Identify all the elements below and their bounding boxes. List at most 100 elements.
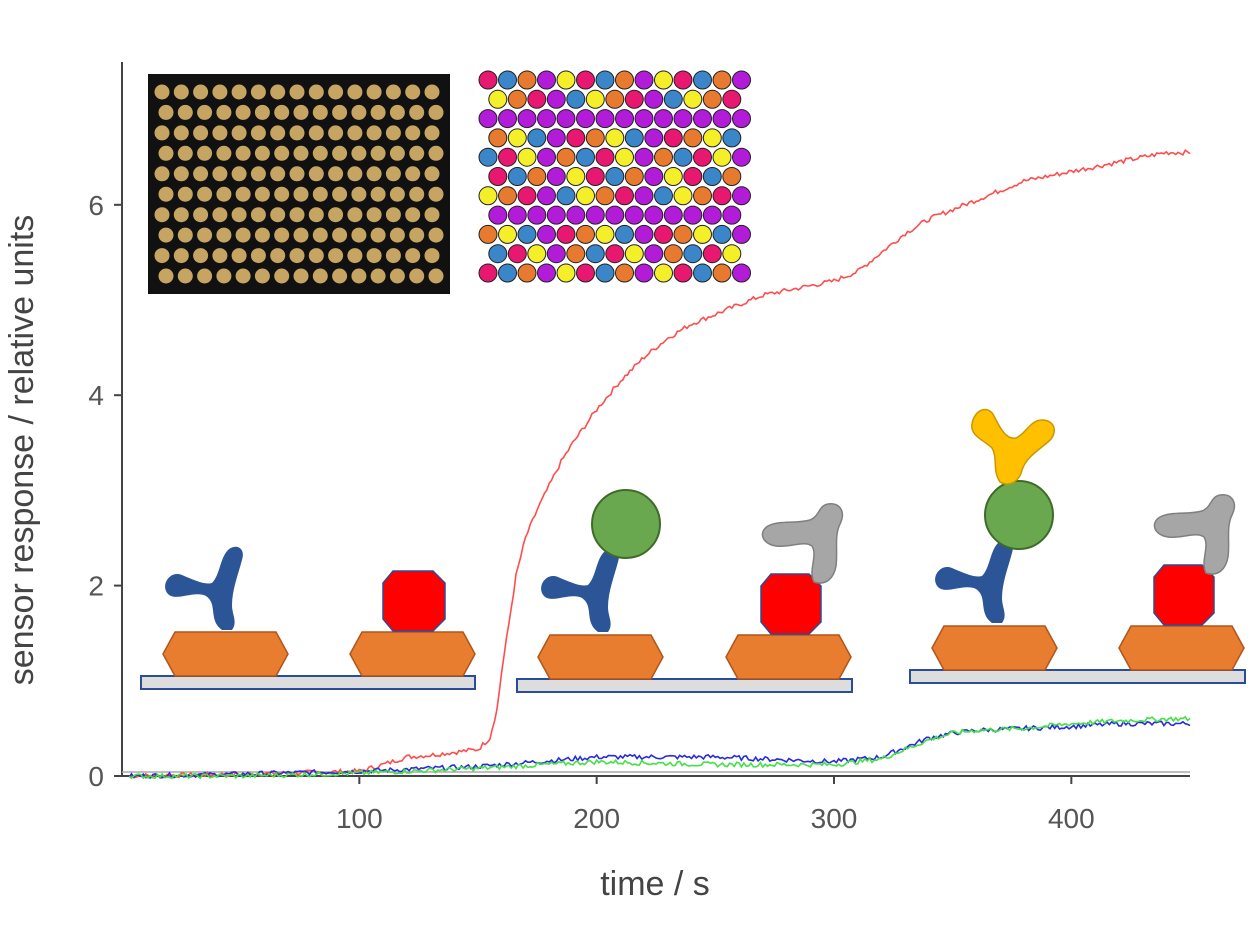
photo-spot [212,248,228,264]
array-spot [683,167,703,186]
array-spot [488,167,508,186]
array-spot [527,167,547,186]
linker-block [1118,625,1245,671]
photo-spot [312,186,328,202]
array-spot [566,89,586,109]
photo-spot [216,145,232,161]
photo-spot [424,166,440,182]
array-spot [556,263,576,283]
array-spot [546,128,566,148]
photo-spot [173,207,189,223]
photo-spot [154,207,170,223]
array-spot [624,128,644,148]
array-spot [654,224,673,244]
array-spot [566,244,586,264]
photo-spot [424,207,440,223]
array-spot [537,109,556,129]
photo-spot [154,125,170,141]
array-spot [673,263,693,283]
photo-spot [158,227,174,243]
photo-spot [197,104,213,120]
photo-spot [409,268,425,284]
photo-spot [270,248,286,264]
array-spot [478,147,498,167]
array-spot [732,186,751,206]
capture-antibody-icon [165,546,243,630]
photo-spot [177,104,193,120]
array-spot [663,128,683,148]
photo-spot [312,145,328,161]
photo-spot [389,145,405,161]
photo-spot [235,268,251,284]
array-spot [605,244,625,264]
array-spot [654,186,673,206]
array-spot [644,89,664,109]
photo-spot [158,186,174,202]
array-spot [498,109,517,129]
array-spot [537,186,556,206]
photo-spot [250,207,266,223]
x-tick-label: 100 [336,803,383,834]
array-spot [556,186,576,206]
array-spot [488,244,508,264]
photo-spot [254,227,270,243]
array-spot [624,244,644,264]
interferent-protein-icon [1153,494,1236,575]
detection-antibody-icon [971,408,1055,485]
array-spot [546,89,566,109]
photo-spot [231,166,247,182]
array-spot [693,263,712,283]
array-spot [566,167,586,186]
array-spot [732,147,751,167]
array-spot [576,147,595,167]
photo-spot [289,207,305,223]
array-spot [702,89,722,109]
photo-spot [366,84,382,100]
array-spot [654,109,673,129]
photo-spot [254,186,270,202]
photo-spot [366,248,382,264]
photo-spot [231,84,247,100]
photo-spot [385,166,401,182]
photo-spot [274,145,290,161]
array-spot [683,244,703,264]
array-spot [663,167,683,186]
array-spot [624,89,644,109]
array-spot [644,167,664,186]
photo-spot [389,104,405,120]
photo-spot [389,268,405,284]
array-spot [732,109,751,129]
array-spot [537,224,556,244]
array-spot [615,224,634,244]
array-spot [595,109,615,129]
photo-spot [154,248,170,264]
array-spot [576,186,595,206]
array-spot [673,70,693,90]
photo-spot [347,125,363,141]
array-spot [478,186,498,206]
photo-spot [312,268,328,284]
photo-spot [173,166,189,182]
array-spot [683,128,703,148]
photo-spot [385,207,401,223]
array-spot [478,109,498,129]
photo-spot [274,227,290,243]
photo-spot [332,268,348,284]
array-spot [712,70,732,90]
photo-spot [347,166,363,182]
photo-spot [409,145,425,161]
photo-spot [235,227,251,243]
photo-spot [274,268,290,284]
photo-spot [308,166,324,182]
array-spot [517,263,537,283]
array-spot [585,244,605,264]
linker-block [931,625,1058,671]
array-spot [546,205,566,225]
array-spot [488,128,508,148]
linker-block [725,634,852,680]
photo-spot [308,84,324,100]
photo-spot [389,227,405,243]
photo-spot [409,104,425,120]
photo-spot [308,207,324,223]
array-spot [693,109,712,129]
